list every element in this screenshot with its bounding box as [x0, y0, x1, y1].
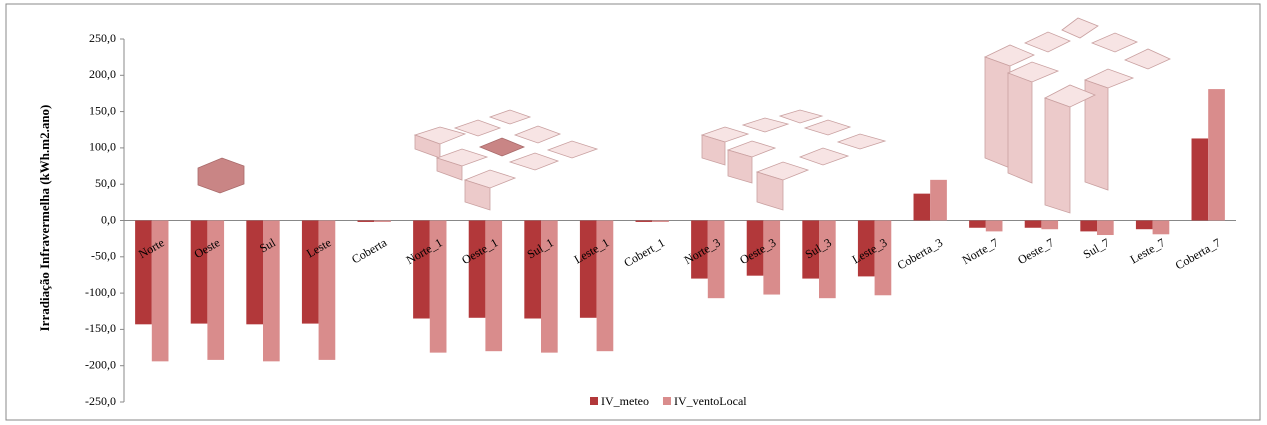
- bar: [1208, 89, 1225, 221]
- bar: [190, 220, 208, 324]
- legend-swatch: [590, 397, 598, 405]
- y-tick-label: 150,0: [89, 103, 116, 117]
- bar: [802, 220, 819, 279]
- y-tick-label: -50,0: [91, 249, 116, 263]
- bar: [485, 220, 503, 352]
- bar: [374, 220, 391, 222]
- bar: [541, 220, 558, 353]
- bar: [579, 220, 597, 318]
- bar: [746, 220, 764, 276]
- bar: [596, 220, 614, 352]
- legend-swatch: [662, 397, 671, 405]
- bar: [429, 220, 447, 353]
- bar: [763, 220, 781, 295]
- y-axis-title: Irradiação Infravermelha (kWh.m2.ano): [37, 105, 52, 332]
- bar: [413, 220, 430, 319]
- bar: [151, 220, 169, 362]
- y-tick-label: 250,0: [89, 31, 116, 45]
- y-tick-label: -200,0: [85, 357, 116, 371]
- bar: [246, 220, 263, 325]
- bar: [707, 220, 725, 299]
- y-tick-label: 100,0: [89, 140, 116, 154]
- bar: [969, 220, 986, 228]
- building-illustrations: [197, 17, 1171, 214]
- bar: [874, 220, 892, 296]
- bar: [913, 193, 931, 221]
- bar: [1080, 220, 1097, 232]
- bar: [635, 220, 653, 222]
- y-tick-label: -100,0: [85, 285, 116, 299]
- y-tick-label: 200,0: [89, 67, 116, 81]
- y-tick-label: -250,0: [85, 394, 116, 408]
- bar: [207, 220, 225, 360]
- bar: [135, 220, 152, 325]
- legend-label: IV_ventoLocal: [674, 394, 747, 408]
- bar: [652, 220, 669, 222]
- chart-frame: [5, 3, 1261, 421]
- y-tick-label: 50,0: [95, 176, 116, 190]
- bar: [468, 220, 486, 318]
- bar: [1152, 220, 1170, 235]
- bar: [1041, 220, 1059, 230]
- y-tick-label: 0,0: [101, 212, 116, 226]
- bar: [1135, 220, 1153, 230]
- bar: [301, 220, 319, 324]
- bar: [691, 220, 708, 279]
- bar: [357, 220, 375, 222]
- y-tick-label: -150,0: [85, 321, 116, 335]
- bar: [819, 220, 836, 299]
- legend-label: IV_meteo: [601, 394, 649, 408]
- bar: [1191, 138, 1209, 221]
- bar: [1024, 220, 1042, 228]
- bar: [985, 220, 1003, 232]
- bar: [930, 179, 947, 221]
- bar: [318, 220, 336, 360]
- bar: [857, 220, 875, 277]
- bar: [1097, 220, 1114, 236]
- bar: [524, 220, 541, 319]
- bar: [263, 220, 280, 362]
